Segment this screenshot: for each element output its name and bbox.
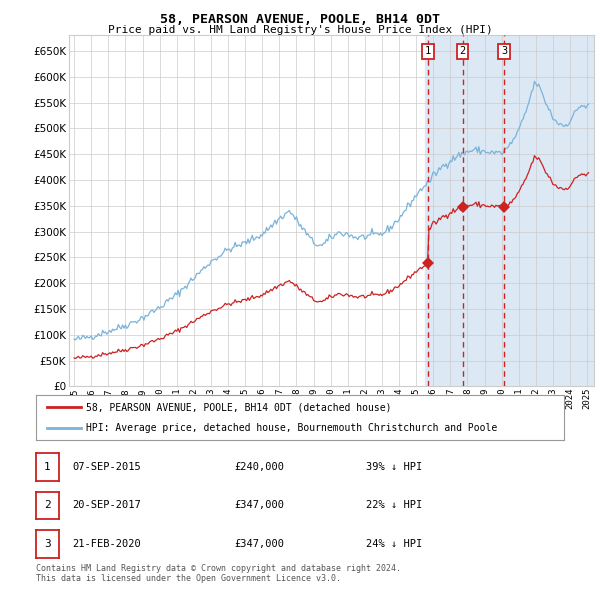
Text: 20-SEP-2017: 20-SEP-2017 (72, 500, 141, 510)
Text: £347,000: £347,000 (234, 539, 284, 549)
Text: 07-SEP-2015: 07-SEP-2015 (72, 462, 141, 472)
Text: 58, PEARSON AVENUE, POOLE, BH14 0DT (detached house): 58, PEARSON AVENUE, POOLE, BH14 0DT (det… (86, 402, 392, 412)
Text: HPI: Average price, detached house, Bournemouth Christchurch and Poole: HPI: Average price, detached house, Bour… (86, 424, 497, 434)
Text: Price paid vs. HM Land Registry's House Price Index (HPI): Price paid vs. HM Land Registry's House … (107, 25, 493, 35)
Text: £240,000: £240,000 (234, 462, 284, 472)
Text: £347,000: £347,000 (234, 500, 284, 510)
Text: 22% ↓ HPI: 22% ↓ HPI (366, 500, 422, 510)
Text: 3: 3 (501, 46, 507, 56)
Text: 1: 1 (44, 462, 51, 472)
Text: 3: 3 (44, 539, 51, 549)
Bar (425, 35, 600, 386)
Text: 2: 2 (44, 500, 51, 510)
Text: Contains HM Land Registry data © Crown copyright and database right 2024.
This d: Contains HM Land Registry data © Crown c… (36, 563, 401, 583)
Text: 58, PEARSON AVENUE, POOLE, BH14 0DT: 58, PEARSON AVENUE, POOLE, BH14 0DT (160, 13, 440, 26)
Text: 24% ↓ HPI: 24% ↓ HPI (366, 539, 422, 549)
Text: 21-FEB-2020: 21-FEB-2020 (72, 539, 141, 549)
Text: 2: 2 (460, 46, 466, 56)
Text: 39% ↓ HPI: 39% ↓ HPI (366, 462, 422, 472)
Text: 1: 1 (425, 46, 431, 56)
